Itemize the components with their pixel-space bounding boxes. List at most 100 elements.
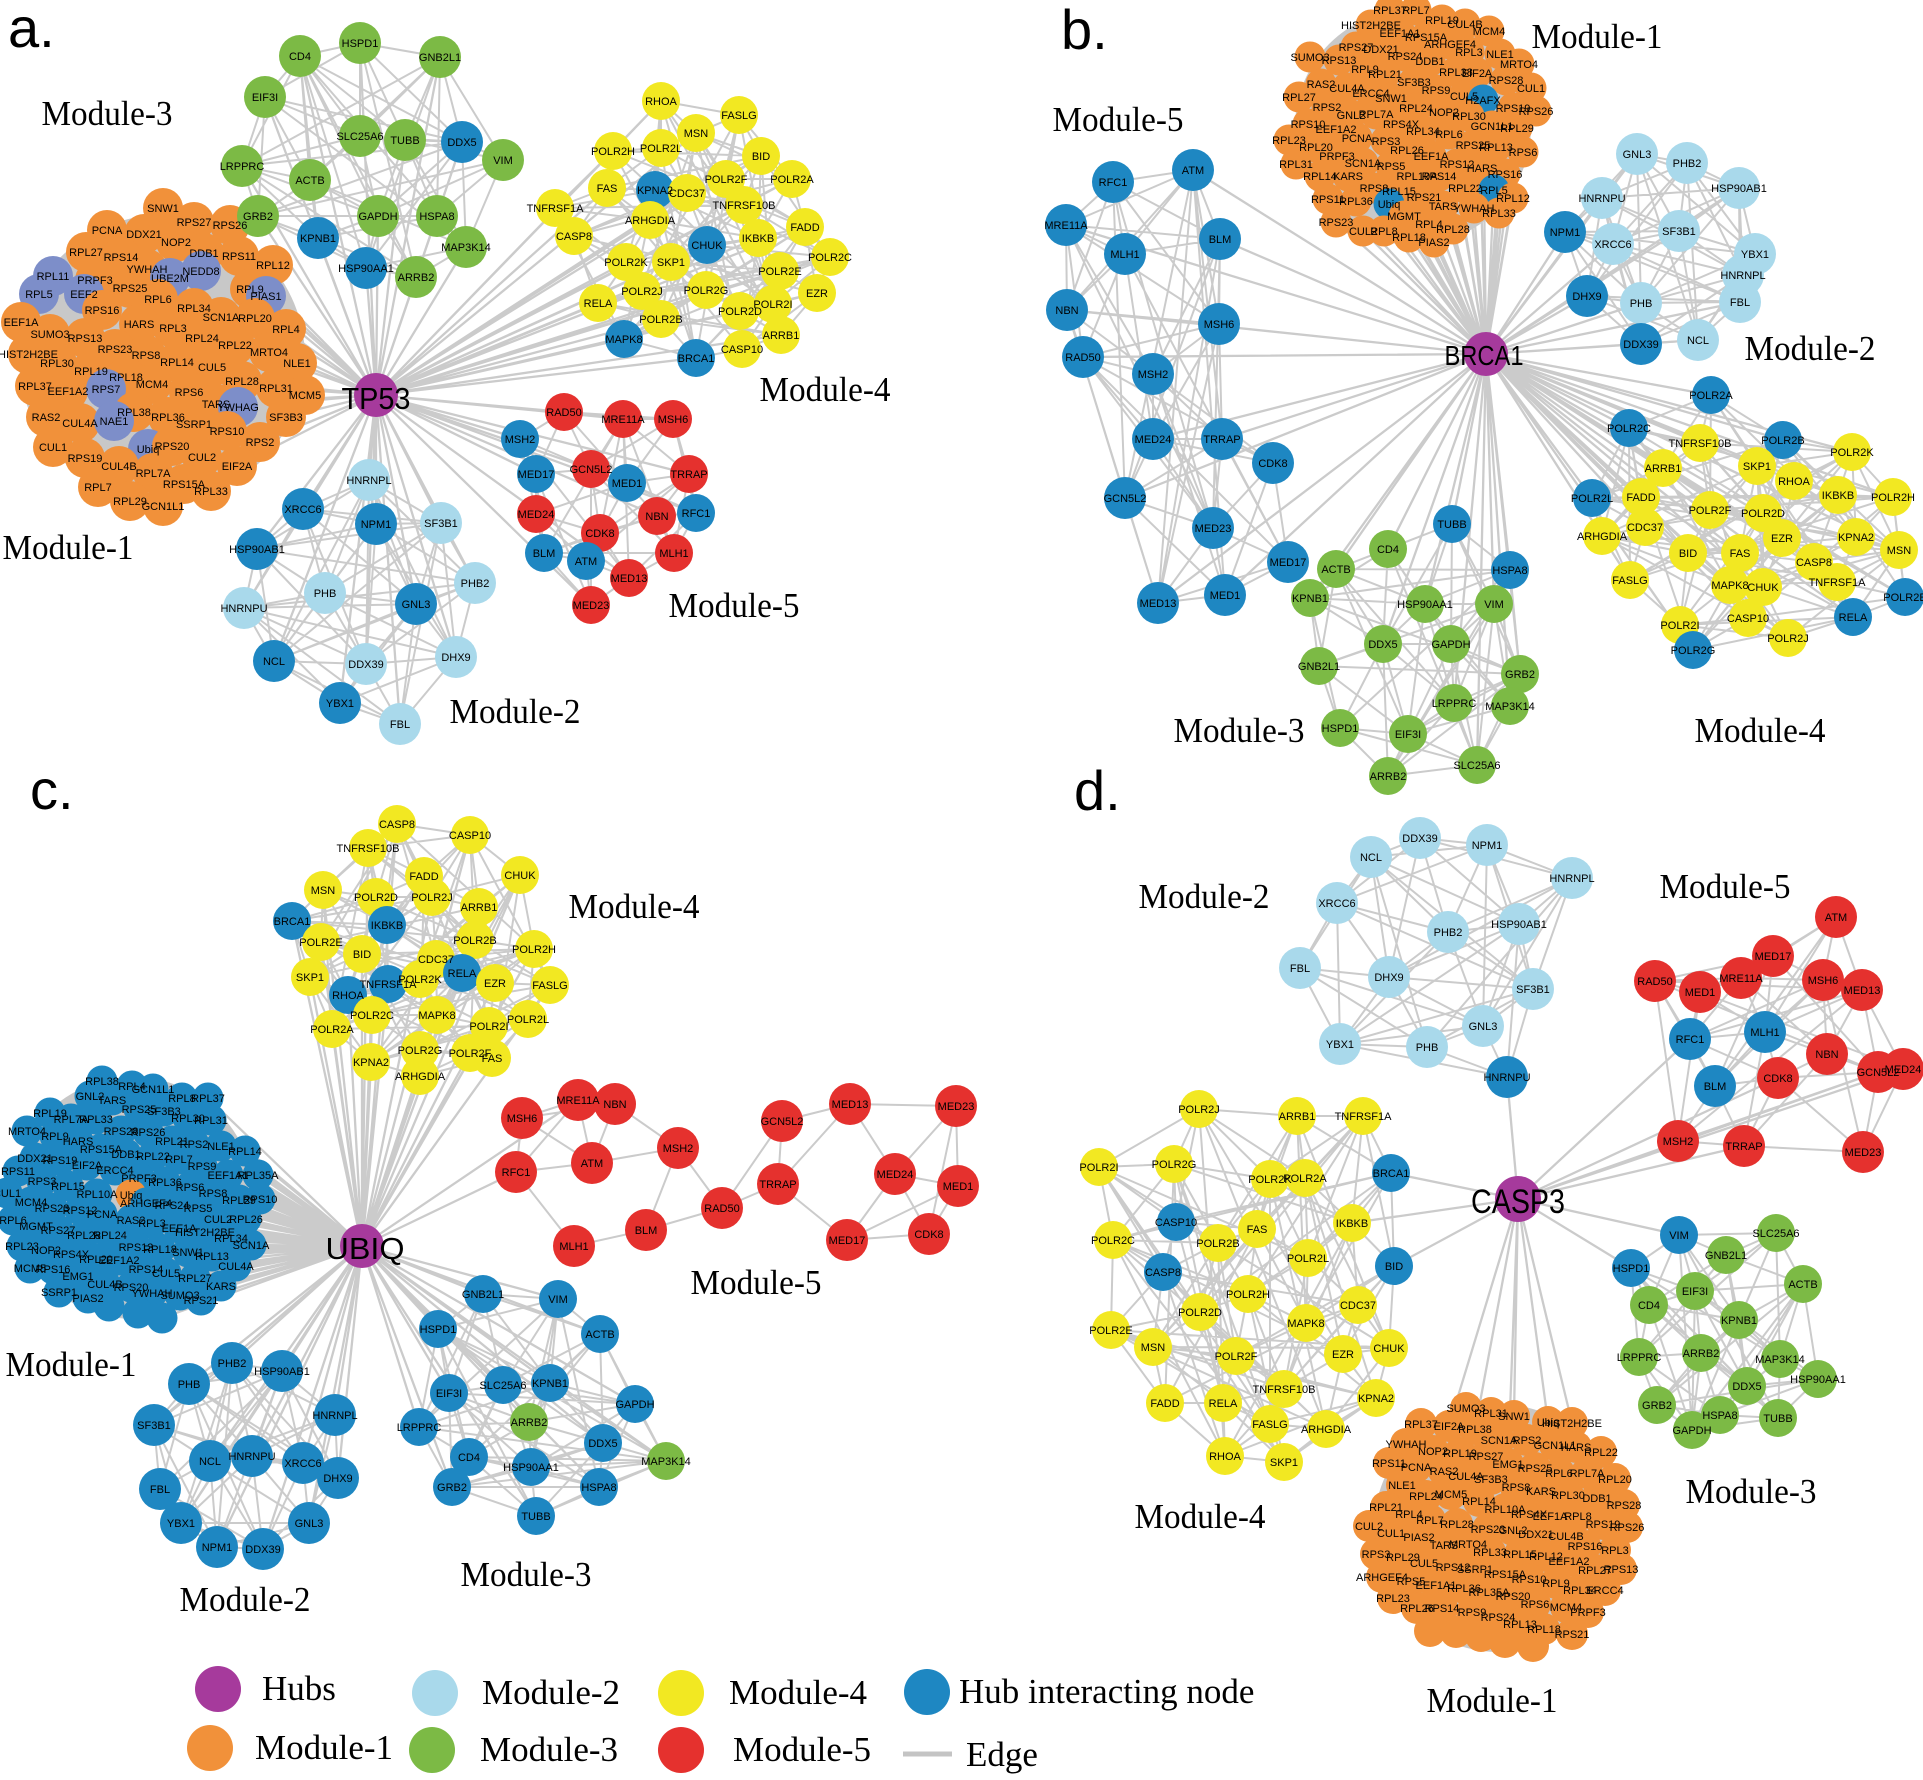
svg-text:RPL37: RPL37 [191, 1093, 225, 1105]
svg-text:RPL3: RPL3 [1455, 47, 1483, 59]
svg-text:POLR2J: POLR2J [1178, 1104, 1220, 1116]
svg-text:RPL13: RPL13 [195, 1251, 229, 1263]
svg-text:UBIQ: UBIQ [326, 1231, 405, 1266]
svg-text:CASP8: CASP8 [1796, 557, 1832, 569]
svg-text:CUL1: CUL1 [39, 442, 67, 454]
svg-text:DDX39: DDX39 [245, 1544, 280, 1556]
svg-text:RPS28: RPS28 [1489, 75, 1524, 87]
svg-text:GCN5L2: GCN5L2 [1104, 493, 1147, 505]
svg-text:RPS15A: RPS15A [80, 1144, 123, 1156]
svg-text:PHB2: PHB2 [461, 578, 490, 590]
svg-text:NPM1: NPM1 [361, 519, 392, 531]
svg-text:RPL8: RPL8 [1370, 226, 1398, 238]
svg-text:RPS8: RPS8 [1360, 183, 1389, 195]
svg-text:KPNB1: KPNB1 [1292, 593, 1328, 605]
svg-text:RPS13: RPS13 [1604, 1564, 1639, 1576]
svg-text:GNB2L1: GNB2L1 [1705, 1250, 1747, 1262]
svg-text:YBX1: YBX1 [1326, 1039, 1354, 1051]
svg-text:RPS14: RPS14 [129, 1264, 164, 1276]
svg-text:POLR2L: POLR2L [507, 1014, 549, 1026]
svg-text:GNB2L1: GNB2L1 [419, 52, 461, 64]
svg-text:POLR2H: POLR2H [591, 146, 635, 158]
svg-text:RPL26: RPL26 [229, 1214, 263, 1226]
svg-text:EEF1A: EEF1A [1533, 1511, 1569, 1523]
svg-text:RPL35A: RPL35A [238, 1170, 280, 1182]
svg-text:SKP1: SKP1 [296, 972, 324, 984]
svg-text:MED17: MED17 [518, 469, 555, 481]
svg-text:RAS2: RAS2 [32, 412, 61, 424]
svg-text:ACTB: ACTB [1321, 564, 1350, 576]
svg-text:RPS23: RPS23 [1319, 217, 1354, 229]
svg-text:SNW1: SNW1 [172, 1247, 204, 1259]
svg-text:PHB2: PHB2 [1434, 927, 1463, 939]
svg-text:ATM: ATM [1825, 912, 1847, 924]
svg-text:SNW1: SNW1 [1375, 93, 1407, 105]
svg-text:RPS11: RPS11 [1372, 1458, 1406, 1470]
svg-text:RPS10: RPS10 [210, 426, 245, 438]
svg-text:LRPPRC: LRPPRC [220, 161, 265, 173]
svg-text:TARS: TARS [1429, 201, 1458, 213]
svg-text:DHX9: DHX9 [1572, 291, 1601, 303]
svg-text:TUBB: TUBB [1763, 1413, 1792, 1425]
svg-text:MCM5: MCM5 [14, 1263, 46, 1275]
svg-text:TNFRSF10B: TNFRSF10B [337, 843, 400, 855]
svg-text:SNW1: SNW1 [1498, 1411, 1530, 1423]
svg-text:HSPD1: HSPD1 [342, 38, 379, 50]
svg-text:SF3B3: SF3B3 [269, 412, 303, 424]
svg-text:HSPA8: HSPA8 [1492, 565, 1527, 577]
svg-text:RPL23: RPL23 [5, 1241, 39, 1253]
svg-text:HNRNPU: HNRNPU [1578, 193, 1625, 205]
svg-text:RPL11: RPL11 [37, 271, 70, 283]
svg-text:SF3B1: SF3B1 [1662, 226, 1696, 238]
svg-text:Module-2: Module-2 [1139, 877, 1270, 916]
svg-text:RPS27: RPS27 [1469, 1451, 1504, 1463]
svg-text:RPS8: RPS8 [1502, 1482, 1531, 1494]
svg-text:GAPDH: GAPDH [615, 1399, 654, 1411]
svg-text:TNFRSF10B: TNFRSF10B [1253, 1384, 1316, 1396]
svg-text:ARRB2: ARRB2 [1683, 1348, 1720, 1360]
svg-text:MED13: MED13 [1140, 598, 1177, 610]
svg-text:CUL2: CUL2 [1355, 1521, 1383, 1533]
svg-text:RPL14: RPL14 [228, 1146, 262, 1158]
svg-text:MED17: MED17 [1755, 951, 1792, 963]
svg-text:BID: BID [353, 949, 371, 961]
svg-text:DDX21: DDX21 [1518, 1529, 1553, 1541]
svg-text:MED23: MED23 [938, 1101, 975, 1113]
svg-text:RPL30: RPL30 [171, 1113, 205, 1125]
svg-text:BLM: BLM [635, 1225, 658, 1237]
svg-text:CUL4A: CUL4A [218, 1261, 254, 1273]
svg-text:RPS16: RPS16 [1568, 1541, 1603, 1553]
svg-text:BRCA1: BRCA1 [678, 353, 715, 365]
svg-text:Module-2: Module-2 [1745, 329, 1876, 368]
svg-text:CD4: CD4 [1638, 1300, 1660, 1312]
svg-text:NEDD8: NEDD8 [182, 266, 219, 278]
svg-text:GCN5L2: GCN5L2 [761, 1116, 804, 1128]
svg-text:LRPPRC: LRPPRC [397, 1422, 442, 1434]
svg-text:POLR2A: POLR2A [1689, 390, 1733, 402]
svg-text:MED23: MED23 [1845, 1147, 1882, 1159]
svg-text:FADD: FADD [1150, 1398, 1179, 1410]
svg-text:NPM1: NPM1 [1550, 227, 1581, 239]
svg-text:CD4: CD4 [458, 1452, 480, 1464]
svg-text:RPL19: RPL19 [1425, 15, 1459, 27]
svg-text:HSPD1: HSPD1 [1613, 1263, 1650, 1275]
svg-text:EEF1A: EEF1A [162, 1223, 198, 1235]
svg-text:RPS6: RPS6 [175, 387, 204, 399]
svg-text:PHB2: PHB2 [218, 1358, 247, 1370]
svg-text:BLM: BLM [1704, 1081, 1727, 1093]
svg-text:POLR2J: POLR2J [621, 286, 663, 298]
svg-text:YWHAG: YWHAG [217, 402, 259, 414]
svg-text:RPL27: RPL27 [69, 247, 103, 259]
svg-text:RPL6: RPL6 [0, 1215, 27, 1227]
svg-text:RPL24: RPL24 [185, 333, 219, 345]
svg-text:MSN: MSN [311, 885, 336, 897]
svg-text:MCM4: MCM4 [15, 1197, 47, 1209]
svg-text:RPS19: RPS19 [68, 453, 103, 465]
svg-text:ARHGDIA: ARHGDIA [625, 215, 676, 227]
svg-text:SSRP1: SSRP1 [41, 1287, 77, 1299]
svg-text:FAS: FAS [482, 1053, 503, 1065]
svg-text:RPS11: RPS11 [1, 1166, 35, 1178]
svg-text:RPL34: RPL34 [177, 303, 211, 315]
svg-text:RPL23: RPL23 [1272, 135, 1306, 147]
svg-text:RPL36: RPL36 [151, 412, 185, 424]
